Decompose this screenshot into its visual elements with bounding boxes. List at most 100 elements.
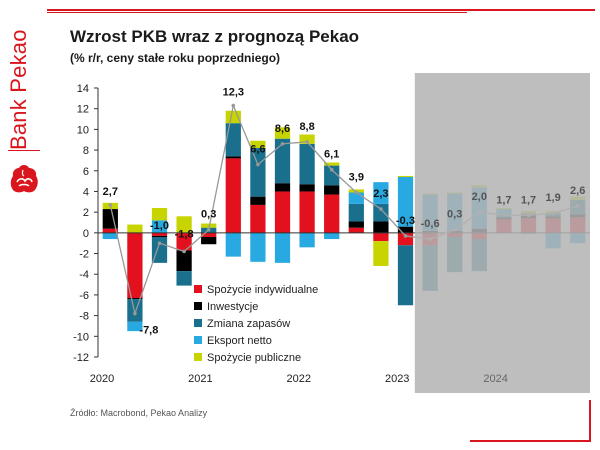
gdp-value-label: -0,6 <box>421 218 440 230</box>
corner-rule-right <box>589 400 591 442</box>
gdp-point <box>206 227 211 232</box>
y-tick-label: 4 <box>83 186 89 198</box>
gdp-point <box>329 167 334 172</box>
brand-sidebar: Bank Pekao <box>0 0 47 240</box>
legend-swatch <box>194 336 202 344</box>
bar-segment <box>151 208 168 221</box>
bar-segment <box>373 182 389 204</box>
bar-segment <box>373 203 389 222</box>
bar-segment <box>348 227 364 233</box>
bar-segment <box>250 148 266 197</box>
bar-segment <box>201 232 217 237</box>
bar-segment <box>348 192 364 204</box>
bar-segment <box>225 123 241 157</box>
top-rule-thin <box>47 12 467 13</box>
legend-swatch <box>194 285 202 293</box>
bar-segment <box>102 228 118 233</box>
gdp-value-label: 8,6 <box>275 123 290 135</box>
gdp-value-label: 1,9 <box>545 192 560 204</box>
gdp-point <box>108 203 113 207</box>
bar-segment <box>225 232 241 257</box>
gdp-point <box>305 140 309 144</box>
chart-subtitle: (% r/r, ceny stałe roku poprzedniego) <box>70 51 281 65</box>
bar-segment <box>274 138 291 184</box>
gdp-value-label: -1,8 <box>175 228 194 240</box>
bar-segment <box>299 232 315 248</box>
bar-segment <box>225 156 241 159</box>
bar-segment <box>299 134 315 144</box>
bar-segment <box>151 220 168 233</box>
y-tick-label: 10 <box>77 124 89 136</box>
gdp-value-label: 8,8 <box>299 121 314 133</box>
bar-segment <box>397 175 414 177</box>
gdp-point <box>379 207 383 211</box>
bar-segment <box>299 191 315 233</box>
gdp-value-label: 2,6 <box>570 185 585 197</box>
bar-segment <box>151 236 168 263</box>
y-tick-label: -8 <box>79 311 89 323</box>
gdp-value-label: -7,8 <box>139 325 158 337</box>
y-tick-label: -6 <box>79 290 89 302</box>
bar-segment <box>373 221 389 233</box>
gdp-value-label: 3,9 <box>349 171 364 183</box>
bar-segment <box>127 232 143 299</box>
bar-segment <box>299 143 315 185</box>
bar-segment <box>324 194 340 233</box>
legend-swatch <box>194 353 202 361</box>
bison-icon <box>10 165 38 193</box>
bar-segment <box>127 224 143 233</box>
x-tick-label: 2020 <box>90 373 114 385</box>
y-tick-label: 12 <box>77 104 89 116</box>
legend-label: Inwestycje <box>207 301 258 313</box>
gdp-point <box>157 241 162 245</box>
bar-segment <box>348 203 364 222</box>
y-tick-label: 6 <box>83 166 89 178</box>
bar-segment <box>397 176 414 227</box>
y-tick-label: 0 <box>83 228 89 240</box>
y-tick-label: 8 <box>83 145 89 157</box>
brand-divider <box>8 150 40 151</box>
bar-segment <box>373 232 389 242</box>
bar-segment <box>176 216 192 233</box>
gdp-value-label: 0,3 <box>447 209 462 221</box>
gdp-point <box>354 190 359 195</box>
gdp-point <box>133 311 137 316</box>
bar-segment <box>201 236 217 245</box>
bar-segment <box>348 221 364 228</box>
gdp-value-label: 6,1 <box>324 149 339 161</box>
legend-swatch <box>194 319 202 327</box>
gdp-value-label: 0,3 <box>201 209 216 221</box>
bar-segment <box>274 191 291 233</box>
bar-segment <box>274 232 291 263</box>
bar-segment <box>250 232 266 262</box>
bar-segment <box>201 223 217 228</box>
bar-segment <box>176 271 192 286</box>
y-tick-label: -12 <box>73 352 89 364</box>
bar-segment <box>324 185 340 195</box>
bar-segment <box>250 140 266 149</box>
gdp-point <box>231 103 236 108</box>
bar-segment <box>151 235 168 237</box>
bar-segment <box>151 232 168 236</box>
forecast-shade <box>414 73 590 393</box>
gdp-point <box>403 234 408 238</box>
legend-label: Eksport netto <box>207 335 272 347</box>
gdp-value-label: 6,6 <box>250 144 265 156</box>
y-tick-label: -10 <box>73 331 89 343</box>
source-note: Źródło: Macrobond, Pekao Analizy <box>70 408 208 418</box>
bar-segment <box>324 232 340 240</box>
bar-segment <box>176 232 192 251</box>
bar-segment <box>176 250 192 272</box>
y-tick-label: -4 <box>79 269 89 281</box>
x-tick-label: 2021 <box>188 373 212 385</box>
bar-segment <box>324 162 340 166</box>
bar-segment <box>299 184 315 192</box>
legend-label: Spożycie publiczne <box>207 352 301 364</box>
bar-segment <box>225 158 241 233</box>
gdp-value-label: 2,0 <box>472 191 487 203</box>
gdp-value-label: 1,7 <box>521 194 536 206</box>
top-rule <box>47 9 595 11</box>
bar-segment <box>127 299 143 322</box>
legend-label: Zmiana zapasów <box>207 318 290 330</box>
